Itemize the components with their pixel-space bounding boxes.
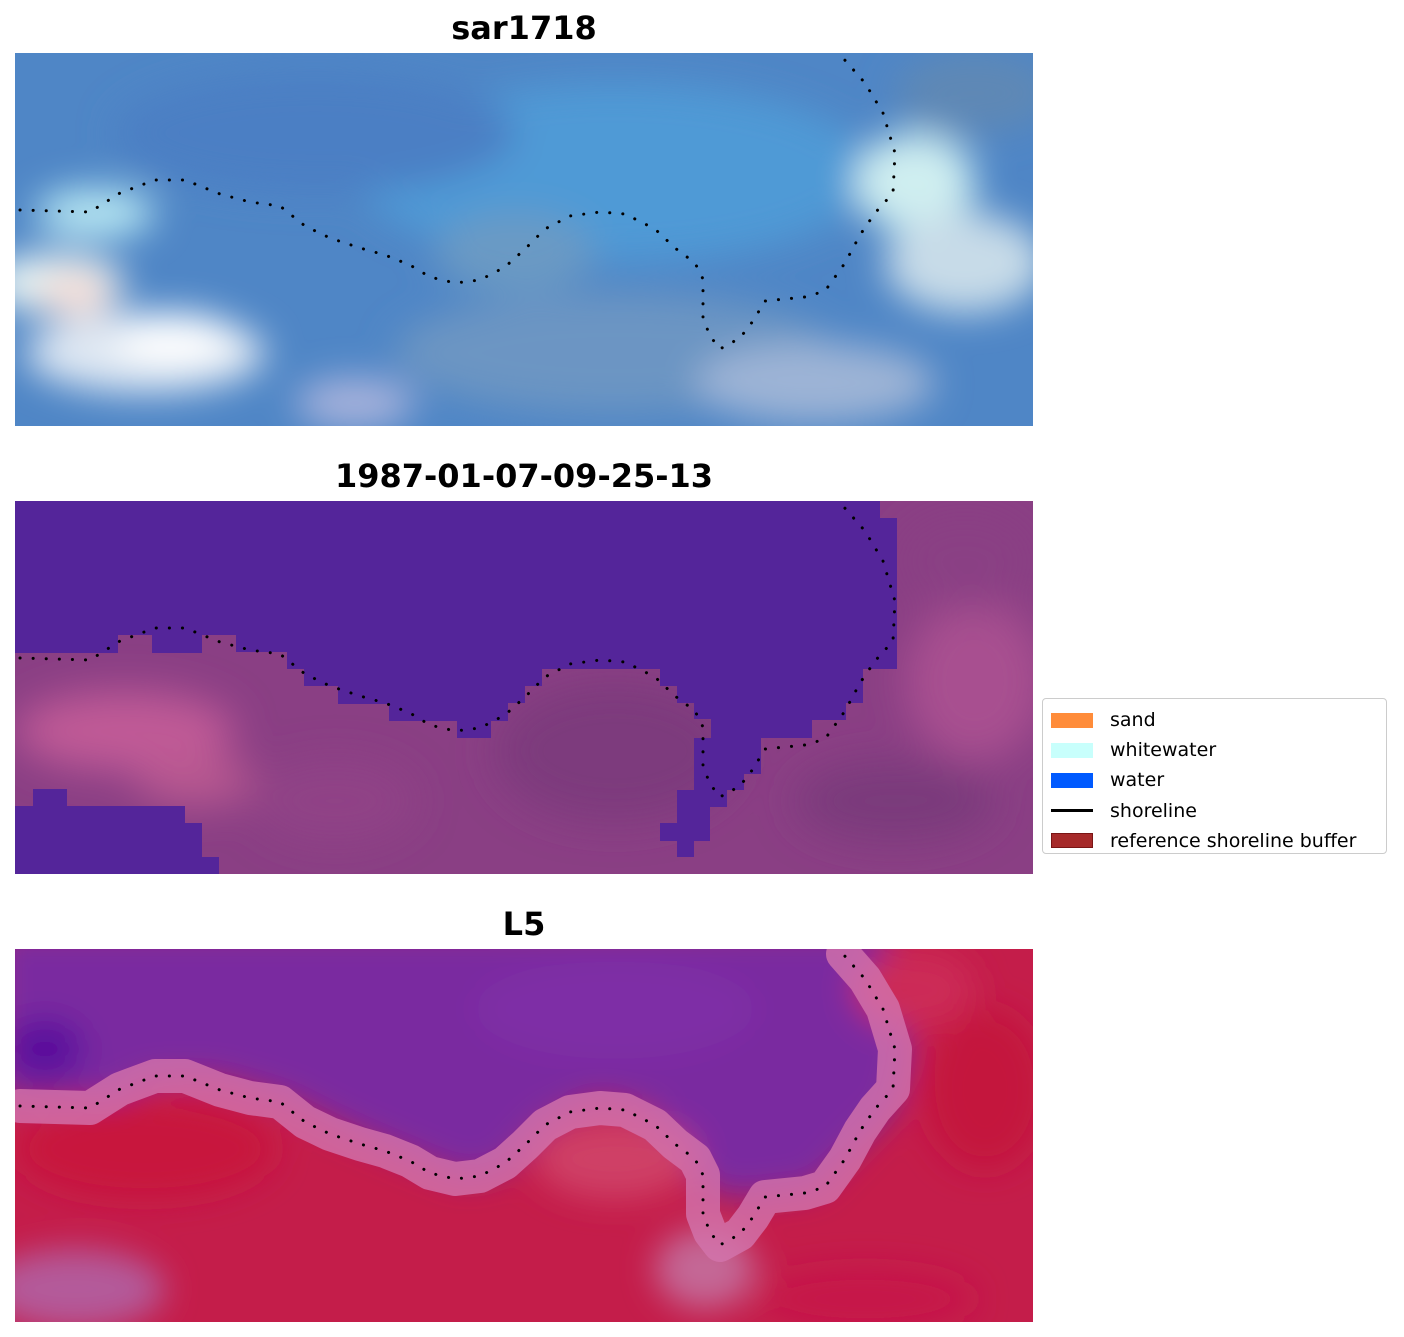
panel-title-3: L5 [502,905,546,943]
image-panel-3 [15,949,1033,1322]
panel-1-texture [15,53,1033,426]
legend-swatch-sand [1051,712,1093,728]
image-panel-1 [15,53,1033,426]
legend-label-reference-buffer: reference shoreline buffer [1110,829,1357,852]
legend: sand whitewater water shoreline referenc… [1042,698,1387,854]
panel-3-shoreline-halo [15,949,912,1262]
panel-2-water-mask [15,501,897,857]
legend-swatch-whitewater [1051,742,1093,758]
image-panel-3-svg [15,949,1033,1322]
legend-swatch-reference-buffer [1051,833,1093,849]
panel-title-1: sar1718 [451,9,597,47]
legend-item-reference-buffer: reference shoreline buffer [1051,826,1386,856]
legend-swatch-water [1051,772,1093,788]
legend-item-water: water [1051,765,1386,795]
legend-label-sand: sand [1110,709,1156,732]
panel-2-land-texture [15,511,1033,841]
image-panel-2-svg [15,501,1033,874]
panel-2-water-mask-bottom [15,789,219,874]
image-panel-2 [15,501,1033,874]
legend-label-shoreline: shoreline [1110,799,1197,822]
image-panel-1-svg [15,53,1033,426]
legend-item-sand: sand [1051,705,1386,735]
panel-title-2: 1987-01-07-09-25-13 [334,457,714,495]
legend-item-whitewater: whitewater [1051,735,1386,765]
legend-label-water: water [1110,769,1165,792]
legend-label-whitewater: whitewater [1110,739,1217,762]
legend-item-shoreline: shoreline [1051,796,1386,826]
legend-line-shoreline [1051,809,1093,812]
